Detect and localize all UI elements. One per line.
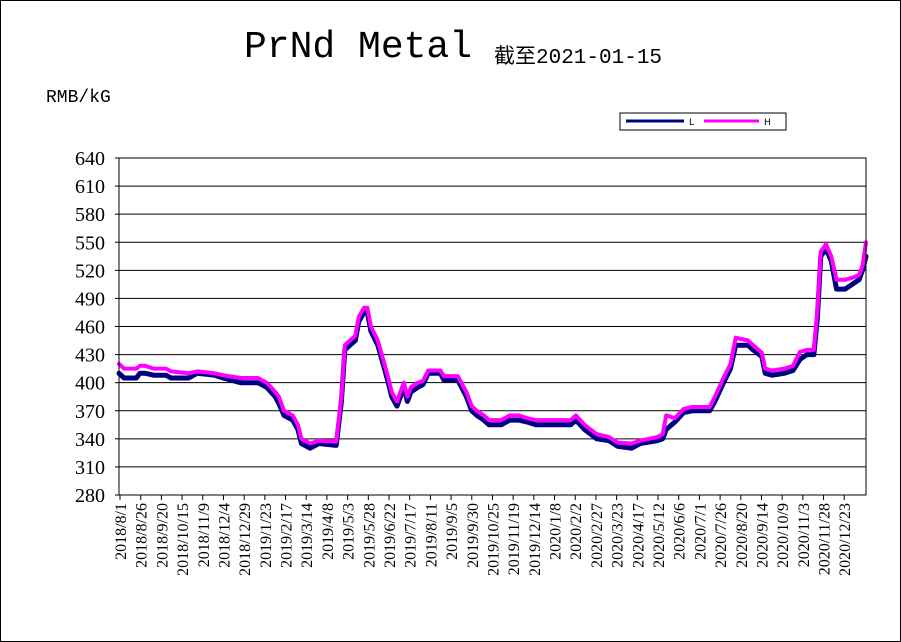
legend-box: [619, 112, 787, 131]
x-tick-label: 2020/2/2: [568, 503, 585, 560]
x-tick-label: 2020/9/14: [754, 503, 771, 568]
y-tick-label: 490: [75, 288, 105, 310]
y-axis-ticks: 640 610 580 550 520 490 460 430 400 370 340 310 280: [75, 148, 119, 507]
x-axis-ticks: 2018/8/1 2018/8/26 2018/9/20 2018/10/15 2018…: [113, 495, 854, 576]
gridlines: [119, 157, 866, 496]
y-axis-unit-label: RMB/kG: [46, 88, 111, 108]
x-tick-label: 2019/2/17: [279, 503, 296, 568]
x-tick-label: 2020/1/8: [548, 503, 565, 560]
x-tick-label: 2019/1/23: [258, 503, 275, 568]
y-tick-label: 310: [75, 457, 105, 479]
y-tick-label: 580: [75, 204, 105, 226]
x-tick-label: 2020/7/1: [692, 503, 709, 560]
y-tick-label: 430: [75, 345, 105, 367]
x-tick-label: 2020/4/17: [630, 503, 647, 568]
x-tick-label: 2019/12/14: [527, 503, 544, 576]
x-tick-label: 2020/7/26: [713, 503, 730, 568]
y-tick-label: 400: [75, 373, 105, 395]
series-line-h: [117, 240, 868, 446]
legend-label-h: H: [764, 118, 771, 128]
x-tick-label: 2020/3/23: [610, 503, 627, 568]
plot-area-border: [118, 157, 867, 496]
x-tick-label: 2020/12/23: [837, 503, 854, 576]
y-tick-label: 550: [75, 232, 105, 254]
x-tick-label: 2019/9/5: [444, 503, 461, 560]
y-tick-label: 520: [75, 260, 105, 282]
x-tick-label: 2019/4/8: [320, 503, 337, 560]
y-tick-label: 370: [75, 401, 105, 423]
x-tick-label: 2018/8/26: [134, 503, 151, 568]
x-tick-label: 2018/9/20: [154, 503, 171, 568]
x-tick-label: 2019/5/28: [361, 503, 378, 568]
x-tick-label: 2018/10/15: [175, 503, 192, 576]
x-tick-label: 2019/10/25: [485, 503, 502, 576]
x-tick-label: 2020/11/3: [796, 503, 813, 567]
x-tick-label: 2019/5/3: [341, 503, 358, 560]
x-tick-label: 2020/5/12: [651, 503, 668, 568]
y-tick-label: 640: [75, 148, 105, 170]
x-tick-label: 2020/2/27: [589, 503, 606, 568]
y-tick-label: 460: [75, 317, 105, 339]
y-tick-label: 280: [75, 485, 105, 507]
x-tick-label: 2019/8/11: [423, 503, 440, 567]
x-tick-label: 2019/6/22: [382, 503, 399, 568]
x-tick-label: 2019/3/14: [299, 503, 316, 568]
x-tick-label: 2018/12/29: [237, 503, 254, 576]
x-tick-label: 2019/9/30: [465, 503, 482, 568]
legend-label-l: L: [689, 118, 694, 128]
x-tick-label: 2020/6/6: [672, 503, 689, 560]
x-tick-label: 2019/7/17: [403, 503, 420, 568]
x-tick-label: 2018/11/9: [196, 503, 213, 567]
chart-subtitle: 截至2021-01-15: [494, 47, 663, 70]
series-lines: [116, 240, 869, 451]
x-tick-label: 2020/11/28: [817, 503, 834, 575]
x-tick-label: 2020/8/20: [734, 503, 751, 568]
y-tick-label: 610: [75, 176, 105, 198]
chart-title: PrNd Metal: [244, 26, 473, 69]
x-tick-label: 2020/10/9: [775, 503, 792, 568]
x-tick-label: 2018/12/4: [216, 503, 233, 568]
x-tick-label: 2019/11/19: [506, 503, 523, 575]
legend: L H: [619, 112, 787, 131]
x-tick-label: 2018/8/1: [113, 503, 130, 560]
y-tick-label: 340: [75, 429, 105, 451]
